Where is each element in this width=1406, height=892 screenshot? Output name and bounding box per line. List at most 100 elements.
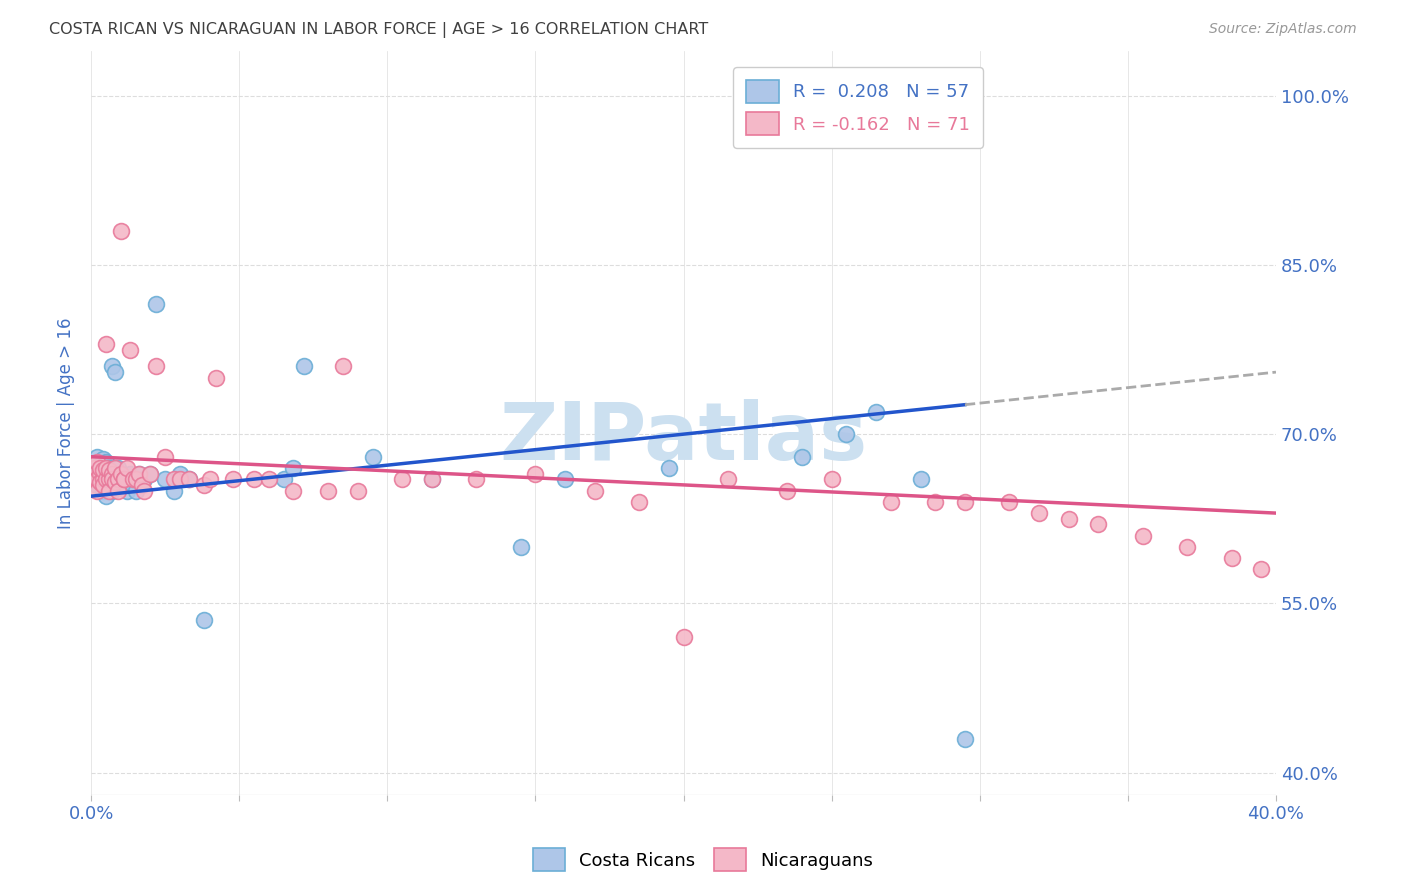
Point bbox=[332, 359, 354, 374]
Point bbox=[281, 483, 304, 498]
Point bbox=[583, 483, 606, 498]
Point bbox=[139, 467, 162, 481]
Point bbox=[145, 297, 167, 311]
Point bbox=[222, 472, 245, 486]
Point bbox=[124, 483, 146, 498]
Point bbox=[104, 472, 127, 486]
Point bbox=[91, 467, 114, 481]
Point bbox=[110, 478, 132, 492]
Point bbox=[101, 467, 124, 481]
Point bbox=[94, 337, 117, 351]
Point bbox=[110, 467, 132, 481]
Point bbox=[121, 478, 143, 492]
Point bbox=[115, 461, 138, 475]
Point bbox=[118, 343, 141, 357]
Point bbox=[107, 461, 129, 475]
Point bbox=[1028, 506, 1050, 520]
Point bbox=[101, 483, 124, 498]
Point bbox=[420, 472, 443, 486]
Point bbox=[97, 463, 120, 477]
Point bbox=[628, 495, 651, 509]
Point bbox=[281, 461, 304, 475]
Point bbox=[134, 472, 156, 486]
Point bbox=[94, 472, 117, 486]
Point bbox=[177, 472, 200, 486]
Point bbox=[717, 472, 740, 486]
Point bbox=[110, 224, 132, 238]
Point bbox=[880, 495, 903, 509]
Point bbox=[89, 475, 111, 489]
Point bbox=[273, 472, 295, 486]
Point bbox=[1057, 512, 1080, 526]
Point bbox=[94, 489, 117, 503]
Point bbox=[910, 472, 932, 486]
Point bbox=[145, 359, 167, 374]
Point bbox=[86, 472, 108, 486]
Point bbox=[294, 359, 316, 374]
Point bbox=[193, 613, 215, 627]
Point bbox=[97, 475, 120, 489]
Text: COSTA RICAN VS NICARAGUAN IN LABOR FORCE | AGE > 16 CORRELATION CHART: COSTA RICAN VS NICARAGUAN IN LABOR FORCE… bbox=[49, 22, 709, 38]
Point bbox=[83, 461, 105, 475]
Point bbox=[91, 483, 114, 498]
Point bbox=[107, 472, 129, 486]
Point bbox=[91, 463, 114, 477]
Point bbox=[91, 478, 114, 492]
Point bbox=[204, 370, 226, 384]
Point bbox=[672, 630, 695, 644]
Point bbox=[128, 467, 150, 481]
Point bbox=[86, 467, 108, 481]
Point bbox=[346, 483, 368, 498]
Point bbox=[94, 467, 117, 481]
Point bbox=[316, 483, 339, 498]
Point bbox=[924, 495, 946, 509]
Point bbox=[554, 472, 576, 486]
Point bbox=[91, 452, 114, 467]
Point bbox=[86, 450, 108, 464]
Point bbox=[1132, 529, 1154, 543]
Point bbox=[658, 461, 681, 475]
Point bbox=[101, 472, 124, 486]
Point bbox=[139, 467, 162, 481]
Point bbox=[115, 483, 138, 498]
Point bbox=[107, 483, 129, 498]
Legend: Costa Ricans, Nicaraguans: Costa Ricans, Nicaraguans bbox=[526, 841, 880, 879]
Point bbox=[94, 455, 117, 469]
Point bbox=[89, 463, 111, 477]
Point bbox=[465, 472, 488, 486]
Point bbox=[1087, 517, 1109, 532]
Point bbox=[83, 472, 105, 486]
Point bbox=[361, 450, 384, 464]
Point bbox=[128, 467, 150, 481]
Point bbox=[86, 483, 108, 498]
Point bbox=[89, 458, 111, 473]
Point bbox=[1175, 540, 1198, 554]
Point bbox=[198, 472, 221, 486]
Point bbox=[524, 467, 547, 481]
Point bbox=[776, 483, 799, 498]
Point bbox=[94, 472, 117, 486]
Point bbox=[193, 478, 215, 492]
Point bbox=[112, 472, 135, 486]
Point bbox=[97, 461, 120, 475]
Point bbox=[1250, 562, 1272, 576]
Point bbox=[953, 731, 976, 746]
Legend: R =  0.208   N = 57, R = -0.162   N = 71: R = 0.208 N = 57, R = -0.162 N = 71 bbox=[734, 67, 983, 148]
Point bbox=[391, 472, 413, 486]
Point bbox=[104, 475, 127, 489]
Point bbox=[124, 472, 146, 486]
Point bbox=[89, 475, 111, 489]
Point bbox=[509, 540, 531, 554]
Point bbox=[821, 472, 844, 486]
Point bbox=[97, 472, 120, 486]
Point bbox=[134, 483, 156, 498]
Point bbox=[101, 467, 124, 481]
Point bbox=[104, 461, 127, 475]
Point bbox=[104, 461, 127, 475]
Point bbox=[420, 472, 443, 486]
Point bbox=[83, 461, 105, 475]
Point bbox=[243, 472, 266, 486]
Point bbox=[1220, 551, 1243, 566]
Point bbox=[97, 478, 120, 492]
Point bbox=[153, 450, 176, 464]
